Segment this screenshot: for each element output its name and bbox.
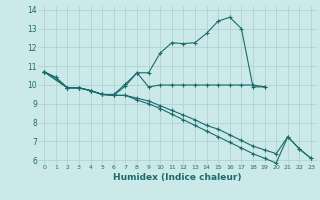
- X-axis label: Humidex (Indice chaleur): Humidex (Indice chaleur): [113, 173, 242, 182]
